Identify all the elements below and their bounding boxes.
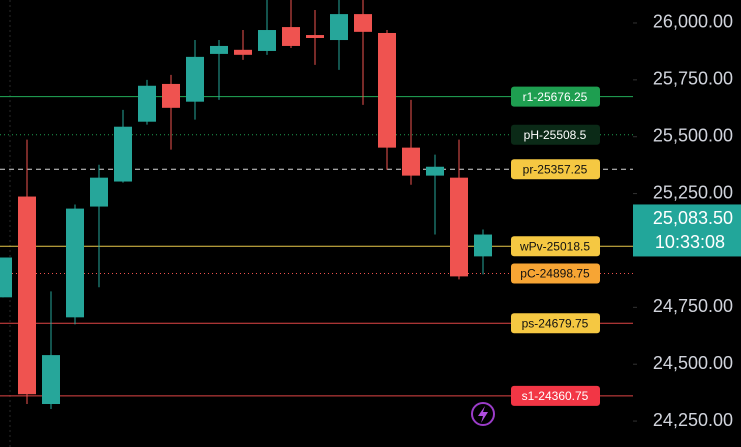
level-label: pr-25357.25 xyxy=(523,162,588,176)
y-tick-label: 24,500.00 xyxy=(653,353,733,373)
last-price-label: 25,083.50 xyxy=(653,208,733,228)
level-label-box xyxy=(511,236,600,257)
level-label-box xyxy=(511,86,600,107)
candle-body xyxy=(426,166,444,176)
candle-body xyxy=(354,14,372,32)
candle-body xyxy=(90,177,108,207)
y-tick-label: 25,500.00 xyxy=(653,125,733,145)
last-price-time: 10:33:08 xyxy=(655,232,725,252)
candle-body xyxy=(210,45,228,54)
candle-body xyxy=(18,196,36,395)
candle-body xyxy=(42,355,60,405)
level-label: pC-24898.75 xyxy=(520,267,590,281)
level-label-box xyxy=(511,385,600,406)
y-tick-label: 24,250.00 xyxy=(653,410,733,430)
candle-body xyxy=(186,56,204,102)
candle-body xyxy=(378,32,396,148)
candle-body xyxy=(66,208,84,318)
candle-body xyxy=(474,234,492,257)
level-label-box xyxy=(511,124,600,145)
level-label: pH-25508.5 xyxy=(524,128,587,142)
y-tick-label: 25,750.00 xyxy=(653,69,733,89)
level-label: wPv-25018.5 xyxy=(519,239,590,253)
candle-body xyxy=(306,35,324,38)
candle-body xyxy=(402,147,420,176)
level-label: r1-25676.25 xyxy=(523,90,588,104)
candle-body xyxy=(0,257,12,298)
alert-icon[interactable] xyxy=(471,402,495,426)
candle-body xyxy=(330,14,348,41)
candle-body xyxy=(162,83,180,108)
level-label-box xyxy=(511,313,600,334)
y-tick-label: 24,750.00 xyxy=(653,296,733,316)
level-label: s1-24360.75 xyxy=(522,389,589,403)
level-label: ps-24679.75 xyxy=(522,316,589,330)
y-tick-label: 26,000.00 xyxy=(653,12,733,32)
y-tick-label: 25,250.00 xyxy=(653,182,733,202)
candle-body xyxy=(234,49,252,55)
last-price-box xyxy=(633,204,741,257)
candle-body xyxy=(258,30,276,51)
candle-body xyxy=(114,126,132,182)
level-label-box xyxy=(511,159,600,180)
candle-body xyxy=(450,177,468,277)
candle-body xyxy=(138,85,156,122)
level-label-box xyxy=(511,263,600,284)
candle-body xyxy=(282,27,300,46)
